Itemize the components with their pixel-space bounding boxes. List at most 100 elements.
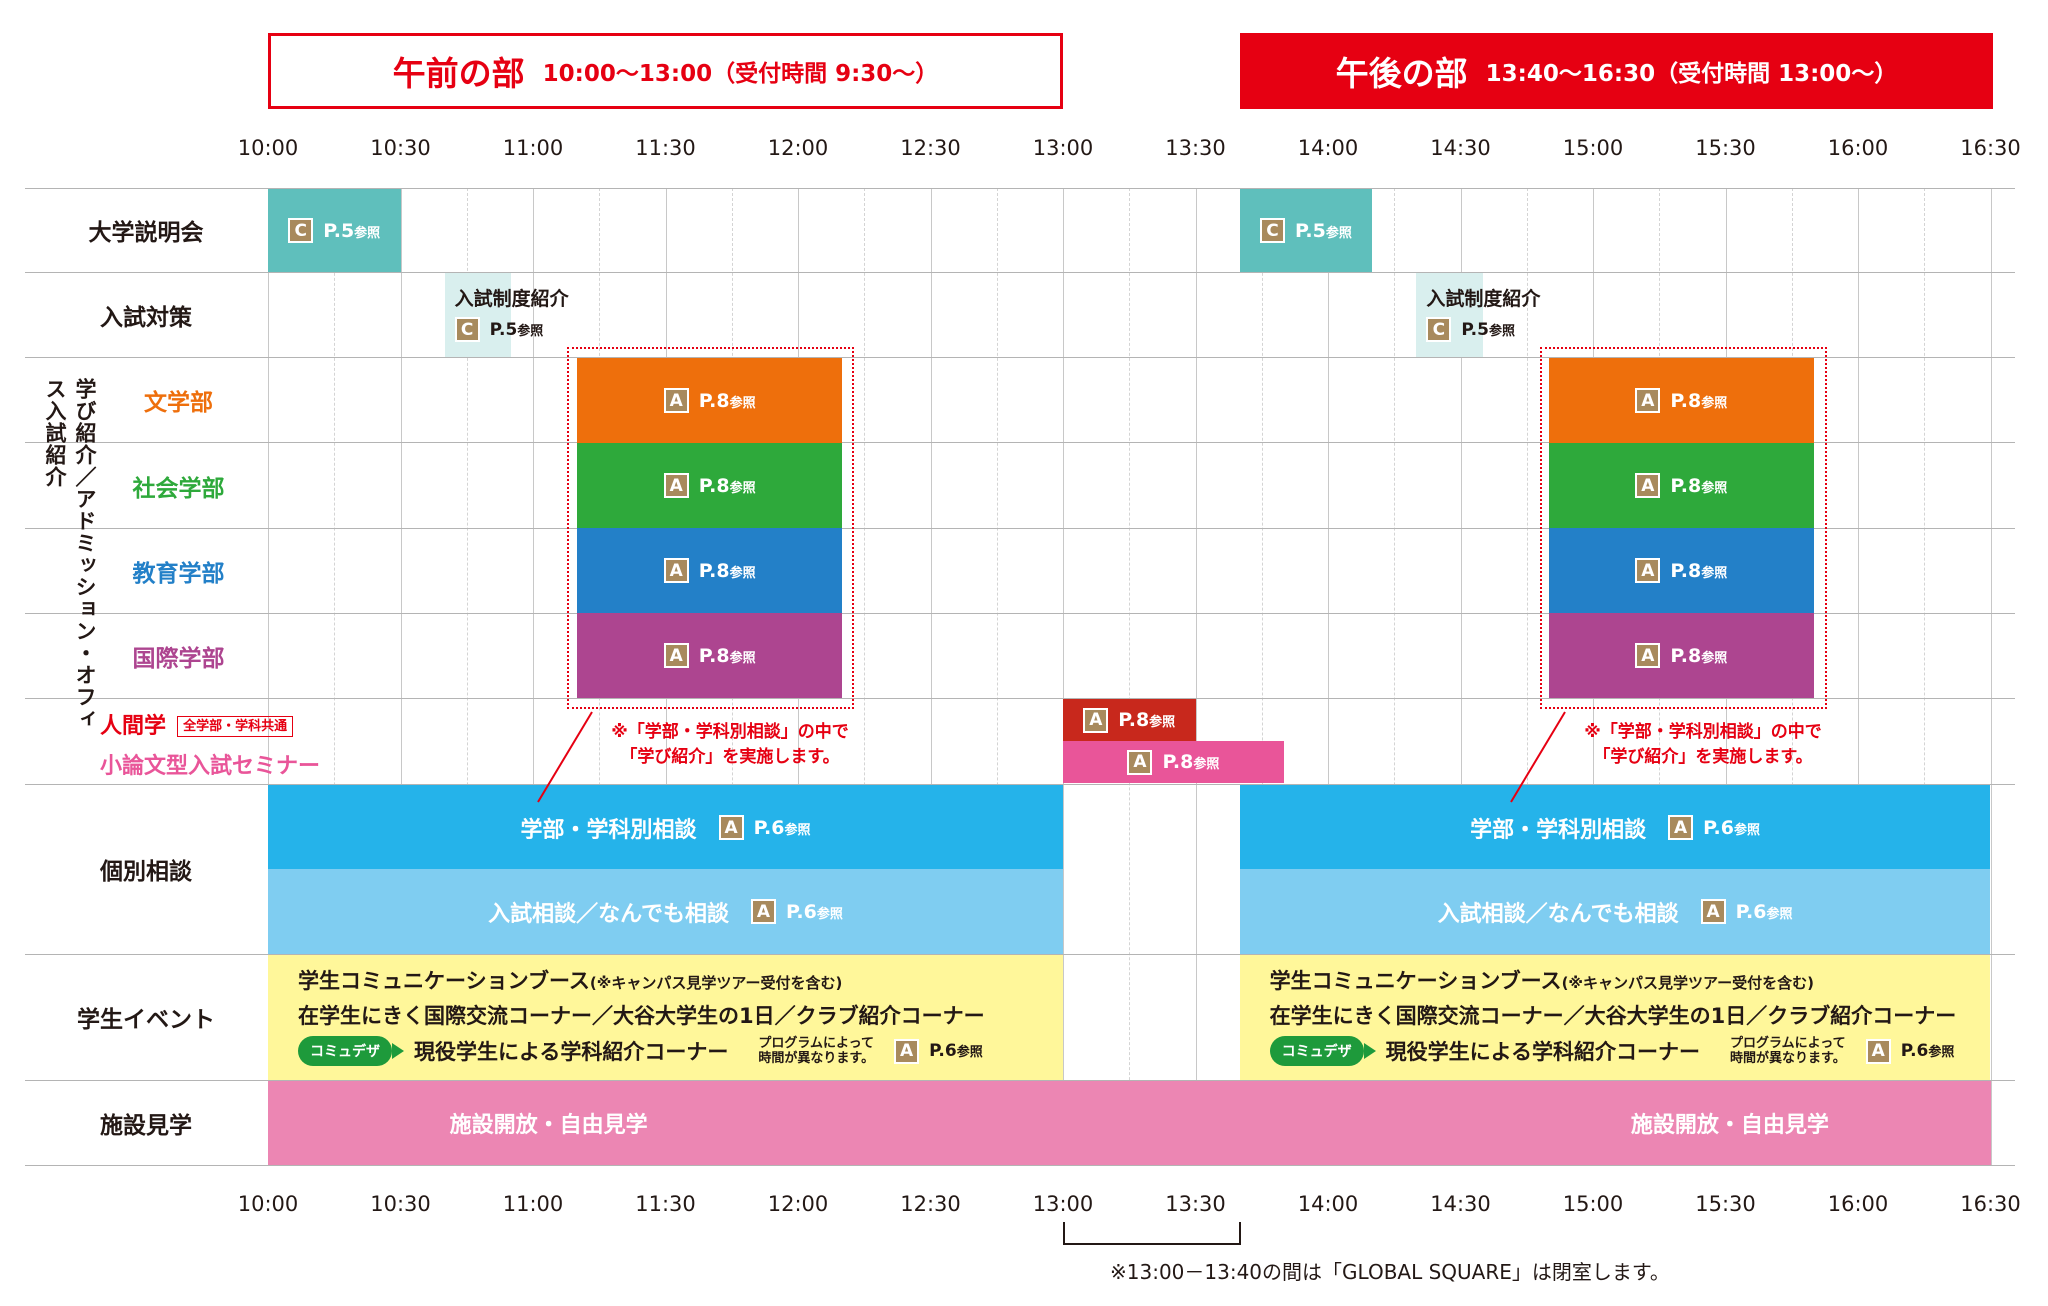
grid-hline [25, 784, 2015, 785]
facility-label-afternoon: 施設開放・自由見学 [1630, 1113, 1829, 1138]
literature-morning-block[interactable]: A P.8参照 [577, 358, 843, 443]
page-ref: P.5参照 [489, 319, 544, 340]
row-label-facility: 施設見学 [100, 1112, 192, 1139]
a-badge-icon: A [894, 1038, 920, 1064]
grid-vline [268, 188, 269, 1165]
event-line2: 在学生にきく国際交流コーナー／大谷大学生の1日／クラブ紹介コーナー [298, 1004, 985, 1028]
afternoon-session-time: 13:40〜16:30（受付時間 13:00〜） [1485, 61, 1898, 87]
international-morning-block[interactable]: A P.8参照 [577, 613, 843, 698]
row-label-consult: 個別相談 [100, 859, 192, 885]
grid-vline [1195, 188, 1197, 1165]
page-ref: P.6参照 [1900, 1041, 1955, 1061]
time-tick-label: 11:30 [635, 1192, 696, 1216]
time-tick-label: 13:00 [1032, 136, 1094, 160]
a-badge-icon: A [1635, 388, 1661, 413]
human-block[interactable]: A P.8参照 [1063, 699, 1196, 741]
time-tick-label: 16:00 [1827, 136, 1889, 160]
grid-vline [1129, 188, 1131, 1165]
admission-morning-block[interactable]: 入試制度紹介 C P.5参照 [454, 284, 595, 342]
row-label-international: 国際学部 [132, 645, 225, 672]
time-tick-label: 11:00 [502, 136, 564, 160]
time-tick-label: 13:30 [1165, 1192, 1226, 1216]
admission-morning-block-bg [444, 273, 511, 357]
grid-vline [400, 188, 402, 1165]
admission-block-title: 入試制度紹介 [454, 288, 569, 310]
faculty-outline-morning [567, 347, 854, 709]
grid-vline [930, 188, 932, 1165]
general-consult-label: 入試相談／なんでも相談 [488, 901, 729, 927]
row-label-education: 教育学部 [132, 560, 225, 587]
note-pointer-afternoon [1510, 711, 1566, 803]
page-ref: P.8参照 [1670, 474, 1728, 497]
time-tick-label: 12:30 [900, 1192, 961, 1216]
a-badge-icon: A [751, 899, 776, 924]
grid-hline [25, 442, 2015, 443]
row-label-social: 社会学部 [132, 475, 225, 502]
row-label-literature: 文学部 [144, 390, 213, 416]
page-ref: P.8参照 [698, 389, 756, 412]
a-badge-icon: A [663, 388, 689, 413]
note-pointer-morning [537, 711, 593, 803]
row-label-student-event: 学生イベント [77, 1007, 215, 1033]
facility-block[interactable]: 施設開放・自由見学 施設開放・自由見学 [268, 1081, 1991, 1165]
student-event-afternoon[interactable]: 学生コミュニケーションブース(※キャンパス見学ツアー受付を含む) 在学生にきく国際… [1239, 955, 1991, 1080]
orientation-afternoon-block[interactable]: C P.5参照 [1239, 189, 1373, 272]
orientation-morning-block[interactable]: C P.5参照 [268, 189, 401, 272]
page-ref: P.5参照 [1461, 319, 1515, 340]
page-ref: P.6参照 [1735, 900, 1793, 923]
student-event-morning[interactable]: 学生コミュニケーションブース(※キャンパス見学ツアー受付を含む) 在学生にきく国際… [268, 955, 1063, 1080]
a-badge-icon: A [1865, 1038, 1891, 1064]
a-badge-icon: A [1635, 643, 1661, 668]
education-morning-block[interactable]: A P.8参照 [577, 528, 843, 613]
page-ref: P.5参照 [323, 219, 381, 242]
time-tick-label: 15:30 [1695, 136, 1756, 160]
a-badge-icon: A [1635, 473, 1661, 498]
time-tick-label: 11:30 [635, 136, 696, 160]
grid-hline [25, 613, 2015, 614]
page-ref: P.8参照 [698, 559, 756, 582]
grid-vline [466, 188, 468, 1165]
grid-hline [25, 1165, 2015, 1166]
time-tick-label: 15:00 [1562, 136, 1624, 160]
row-label-admission: 入試対策 [100, 304, 192, 331]
a-badge-icon: A [1668, 815, 1694, 840]
social-afternoon-block[interactable]: A P.8参照 [1548, 443, 1814, 528]
dept-consult-afternoon[interactable]: 学部・学科別相談 A P.6参照 [1239, 785, 1991, 870]
event-line1-note: (※キャンパス見学ツアー受付を含む) [1561, 974, 1814, 992]
a-badge-icon: A [1635, 558, 1661, 583]
social-morning-block[interactable]: A P.8参照 [577, 443, 843, 528]
morning-session-header: 午前の部 10:00〜13:00（受付時間 9:30〜） [268, 33, 1063, 109]
grid-hline [25, 698, 2015, 699]
footer-note: ※13:00－13:40の間は「GLOBAL SQUARE」は閉室します。 [1110, 1260, 1670, 1284]
faculty-note-line2: 「学び紹介」を実施します。 [1593, 747, 1813, 767]
page-ref: P.8参照 [1670, 559, 1728, 582]
page-ref: P.6参照 [786, 900, 843, 923]
literature-afternoon-block[interactable]: A P.8参照 [1548, 358, 1814, 443]
grid-hline [25, 272, 2015, 273]
faculty-note-morning: ※「学部・学科別相談」の中で 「学び紹介」を実施します。 [590, 720, 870, 770]
page-ref: P.6参照 [1703, 816, 1761, 839]
afternoon-session-header: 午後の部 13:40〜16:30（受付時間 13:00〜） [1240, 33, 1993, 109]
general-consult-afternoon[interactable]: 入試相談／なんでも相談 A P.6参照 [1239, 869, 1991, 954]
general-consult-morning[interactable]: 入試相談／なんでも相談 A P.6参照 [268, 869, 1063, 954]
a-badge-icon: A [1083, 707, 1109, 733]
faculty-outline-afternoon [1540, 347, 1827, 709]
time-tick-label: 14:00 [1297, 136, 1359, 160]
time-tick-label: 13:30 [1165, 136, 1226, 160]
page-ref: P.8参照 [1162, 751, 1220, 773]
event-line1: 学生コミュニケーションブース [1269, 969, 1562, 993]
event-line2: 在学生にきく国際交流コーナー／大谷大学生の1日／クラブ紹介コーナー [1269, 1004, 1957, 1028]
admission-afternoon-block[interactable]: 入試制度紹介 C P.5参照 [1426, 284, 1566, 342]
event-line1: 学生コミュニケーションブース [298, 969, 590, 993]
time-tick-label: 11:00 [502, 1192, 564, 1216]
a-badge-icon: A [1700, 899, 1726, 924]
arrow-right-icon [1363, 1043, 1376, 1059]
time-tick-label: 14:30 [1430, 1192, 1491, 1216]
time-tick-label: 14:30 [1430, 136, 1491, 160]
education-afternoon-block[interactable]: A P.8参照 [1548, 528, 1814, 613]
essay-block[interactable]: A P.8参照 [1063, 741, 1284, 783]
international-afternoon-block[interactable]: A P.8参照 [1548, 613, 1814, 698]
grid-hline [25, 954, 2015, 955]
dept-consult-morning[interactable]: 学部・学科別相談 A P.6参照 [268, 785, 1063, 870]
morning-session-time: 10:00〜13:00（受付時間 9:30〜） [542, 61, 939, 87]
